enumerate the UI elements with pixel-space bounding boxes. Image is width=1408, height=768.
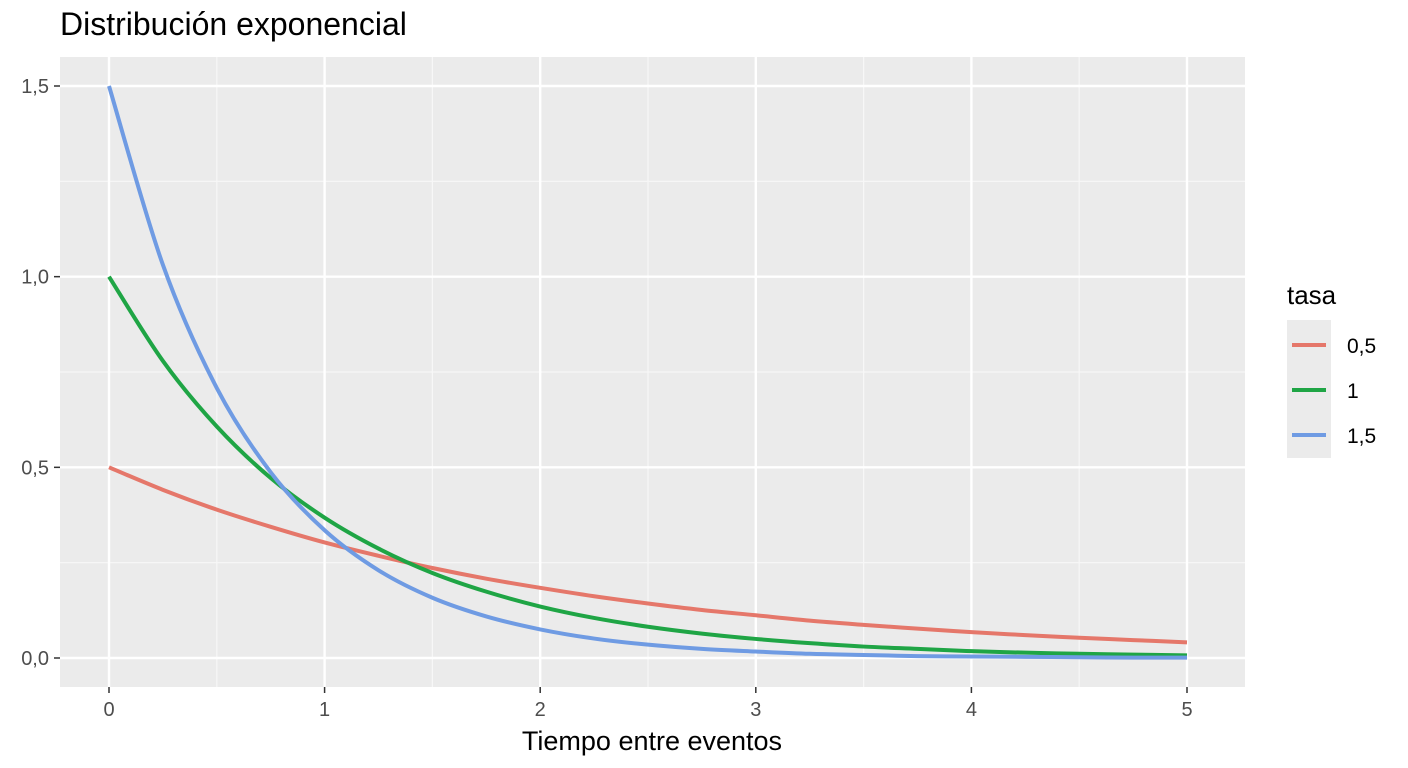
x-tick-label: 3 [750,699,761,721]
minor-gridlines [60,57,1245,687]
y-axis-ticks: 0,0 0,5 1,0 1,5 [21,76,60,670]
series-line-1 [108,465,1188,645]
y-tick-label: 1,5 [21,76,49,98]
series-line-2 [107,275,1188,658]
series-line-3 [107,85,1188,660]
series-lines [107,85,1188,660]
x-axis-ticks: 0 1 2 3 4 5 [103,687,1193,721]
x-tick-label: 2 [535,699,546,721]
x-axis-title: Tiempo entre eventos [522,726,782,756]
y-tick-label: 1,0 [21,267,49,289]
y-tick-label: 0,0 [21,648,49,670]
legend-label-1: 0,5 [1347,335,1376,358]
legend-title: tasa [1287,280,1337,310]
legend-label-2: 1 [1347,380,1359,403]
legend-label-3: 1,5 [1347,425,1376,448]
x-tick-label: 1 [319,699,330,721]
x-tick-label: 0 [103,699,114,721]
y-tick-label: 0,5 [21,457,49,479]
chart-title: Distribución exponencial [60,6,407,42]
legend: tasa 0,5 1 1,5 [1287,280,1376,458]
x-tick-label: 4 [966,699,977,721]
x-tick-label: 5 [1181,699,1192,721]
